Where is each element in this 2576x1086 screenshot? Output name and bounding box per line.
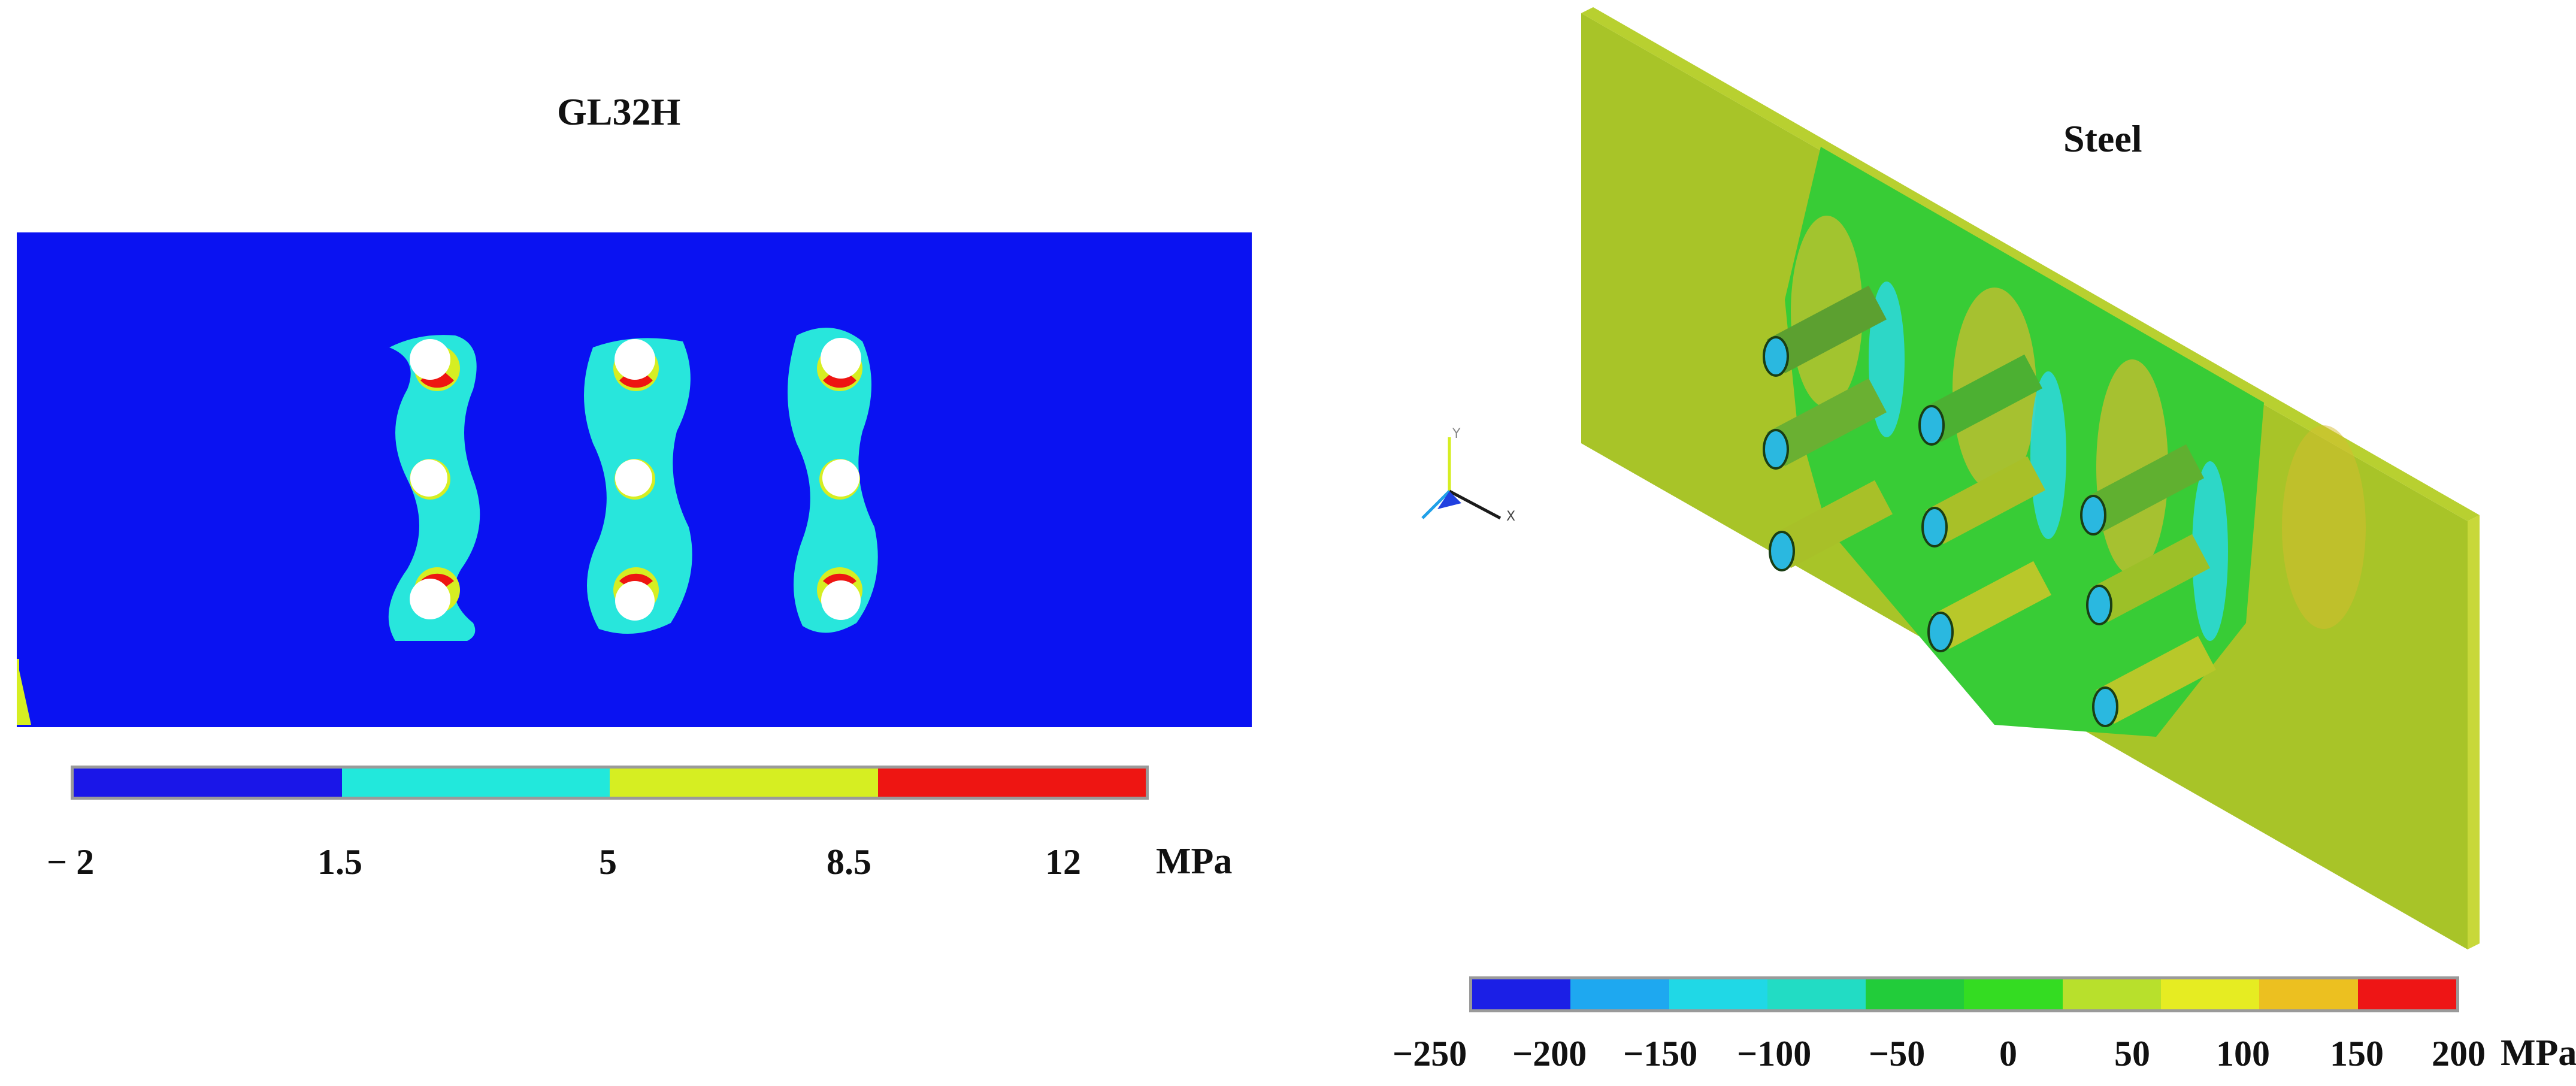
left-colorbar-tick: 1.5: [317, 842, 362, 882]
right-colorbar-tick: −200: [1512, 1034, 1587, 1073]
right-colorbar-tick: −50: [1869, 1034, 1926, 1073]
right-contour-plot: [1421, 7, 2480, 949]
colorbar-segment: [2357, 979, 2456, 1009]
colorbar-segment: [74, 769, 342, 797]
left-panel-title: GL32H: [557, 90, 681, 133]
right-colorbar-tick: 100: [2216, 1034, 2270, 1073]
right-colorbar-tick: 50: [2114, 1034, 2150, 1073]
triad-y-label: Y: [1452, 426, 1461, 441]
colorbar-segment: [1767, 979, 1866, 1009]
right-colorbar-tick: −100: [1737, 1034, 1812, 1073]
right-colorbar-tick: 150: [2330, 1034, 2384, 1073]
right-colorbar-tick: −250: [1393, 1034, 1467, 1073]
left-colorbar-tick: 5: [599, 842, 617, 882]
axis-triad-right: [1421, 437, 1502, 520]
steel-plate-edge: [1581, 7, 2480, 521]
triad-x-label: X: [1506, 509, 1516, 524]
left-colorbar-tick: 8.5: [827, 842, 871, 882]
colorbar-segment: [1964, 979, 2063, 1009]
colorbar-segment: [610, 769, 878, 797]
left-colorbar-unit: MPa: [1156, 841, 1233, 882]
left-colorbar-tick: 12: [1045, 842, 1081, 882]
bolt-holes-left: [410, 338, 862, 621]
right-colorbar-tick: −150: [1623, 1034, 1698, 1073]
colorbar-segment: [2161, 979, 2260, 1009]
colorbar-segment: [1669, 979, 1767, 1009]
right-colorbar: [1469, 976, 2459, 1012]
right-colorbar-tick: 0: [1999, 1034, 2017, 1073]
right-panel-title: Steel: [2063, 117, 2142, 160]
bolts-right: [1763, 285, 2216, 727]
colorbar-segment: [877, 769, 1146, 797]
colorbar-segment: [1866, 979, 1964, 1009]
colorbar-segment: [341, 769, 610, 797]
left-contour-plot: [17, 232, 1252, 727]
right-colorbar-tick: 200: [2432, 1034, 2486, 1073]
left-colorbar: [71, 766, 1149, 800]
colorbar-segment: [1570, 979, 1669, 1009]
left-colorbar-tick: − 2: [47, 842, 95, 882]
colorbar-segment: [1472, 979, 1571, 1009]
colorbar-segment: [2062, 979, 2162, 1009]
right-colorbar-unit: MPa: [2501, 1033, 2576, 1073]
colorbar-segment: [2259, 979, 2358, 1009]
axis-triad-left: [17, 659, 31, 725]
